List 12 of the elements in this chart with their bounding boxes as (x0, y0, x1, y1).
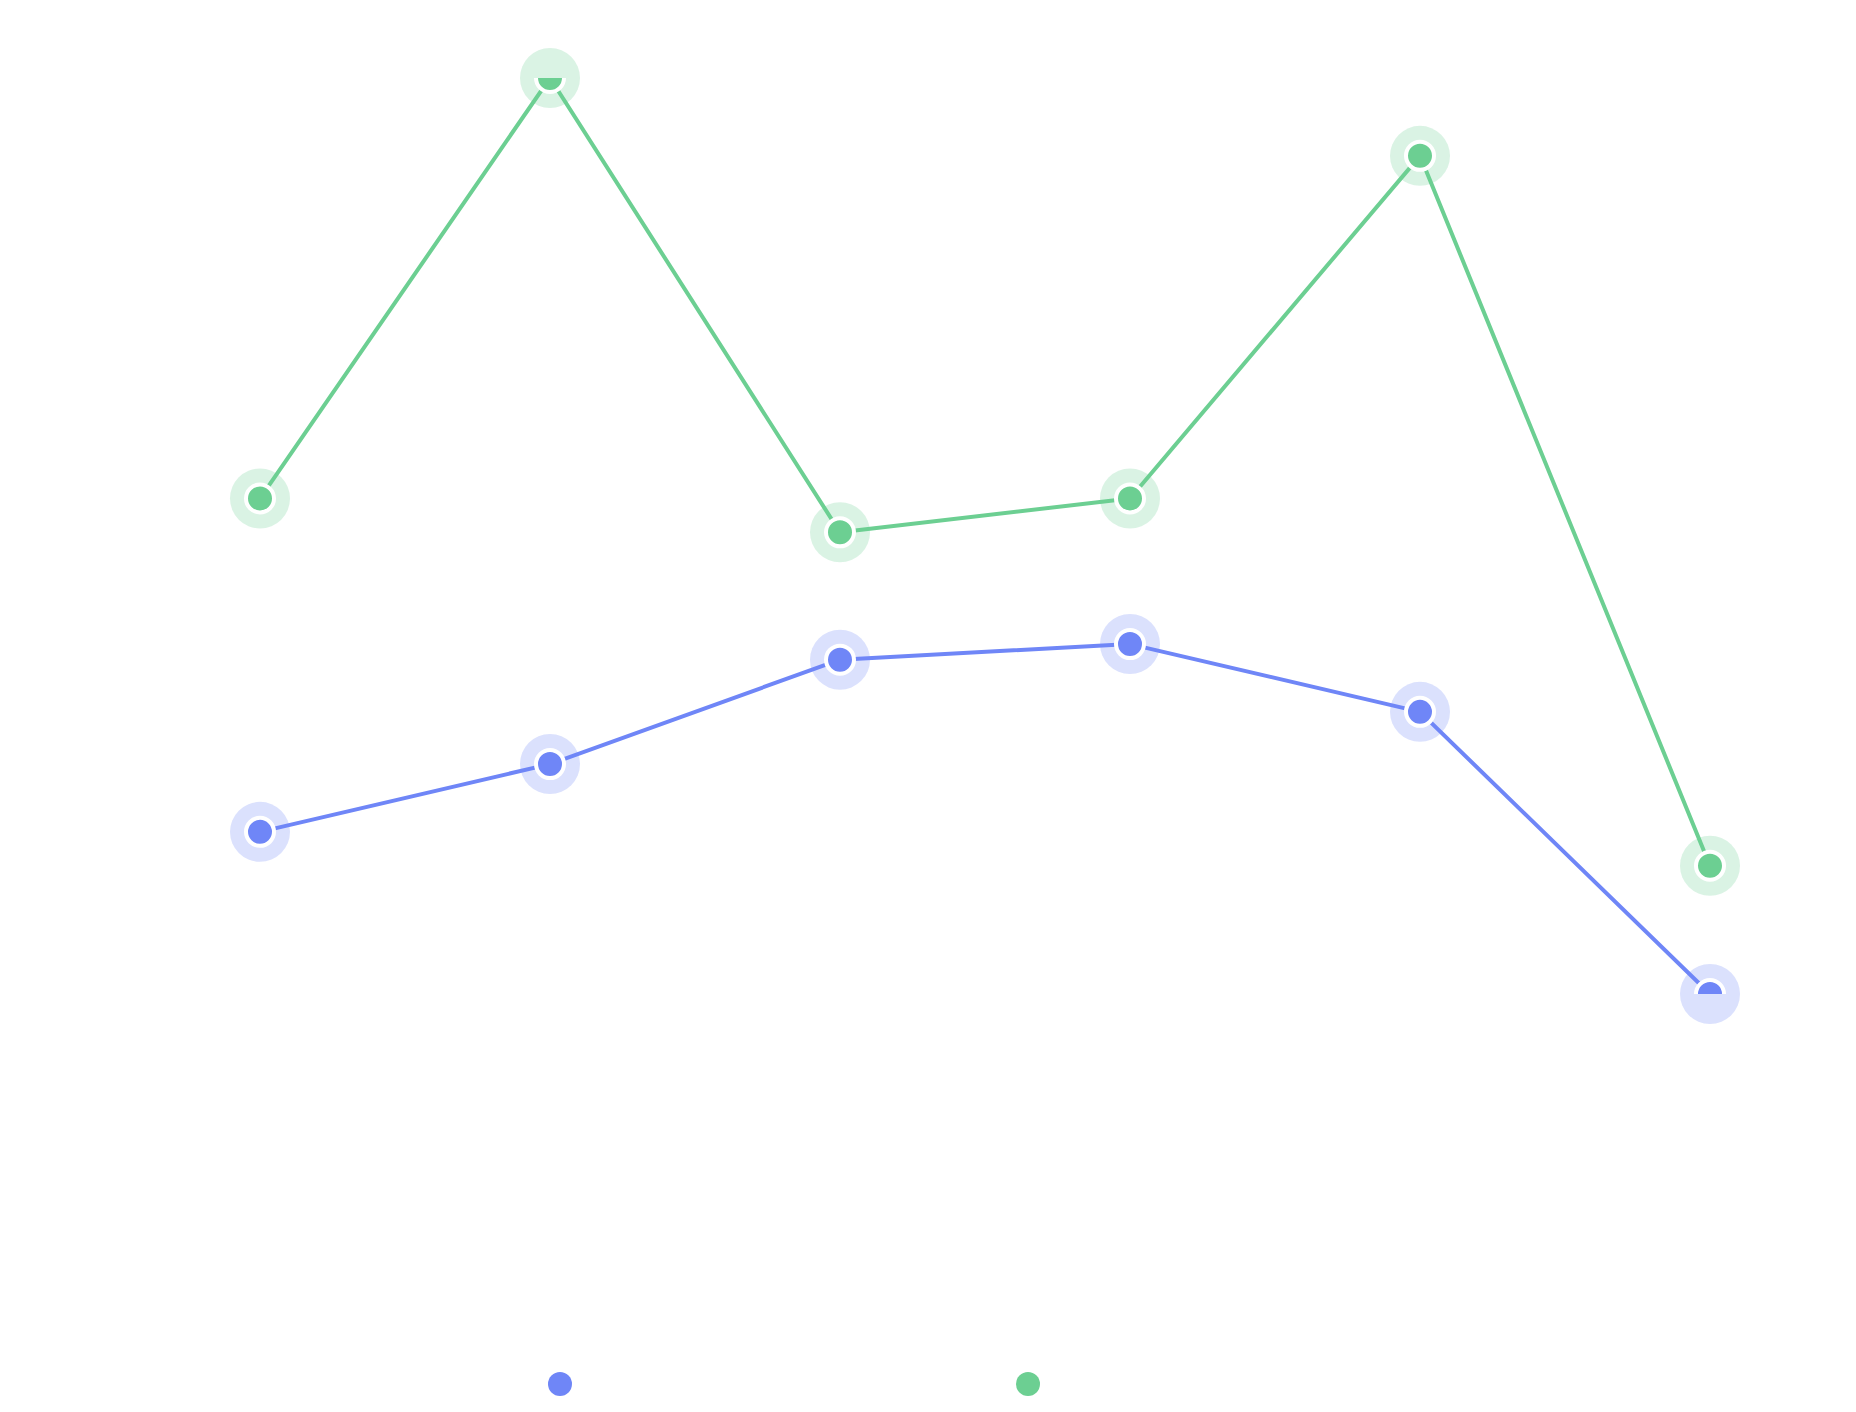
point (230, 468, 290, 529)
point (810, 629, 870, 690)
point (1100, 614, 1160, 675)
point (1390, 125, 1450, 186)
point (1100, 468, 1160, 529)
point (1680, 964, 1740, 1024)
point (1680, 835, 1740, 896)
point (520, 48, 580, 108)
point (810, 502, 870, 563)
point (230, 801, 290, 862)
point (520, 734, 580, 795)
point (1390, 681, 1450, 742)
